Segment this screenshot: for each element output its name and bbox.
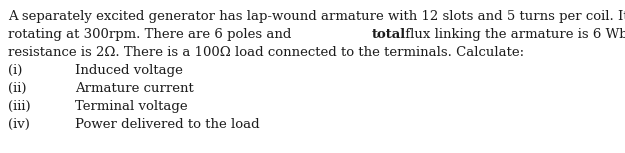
Text: Armature current: Armature current xyxy=(75,82,194,95)
Text: (iv): (iv) xyxy=(8,118,30,131)
Text: A separately excited generator has lap-wound armature with 12 slots and 5 turns : A separately excited generator has lap-w… xyxy=(8,10,625,23)
Text: flux linking the armature is 6 Wb. Armature: flux linking the armature is 6 Wb. Armat… xyxy=(401,28,625,41)
Text: (ii): (ii) xyxy=(8,82,26,95)
Text: Induced voltage: Induced voltage xyxy=(75,64,183,77)
Text: (i): (i) xyxy=(8,64,22,77)
Text: rotating at 300rpm. There are 6 poles and: rotating at 300rpm. There are 6 poles an… xyxy=(8,28,296,41)
Text: Power delivered to the load: Power delivered to the load xyxy=(75,118,259,131)
Text: total: total xyxy=(372,28,406,41)
Text: Terminal voltage: Terminal voltage xyxy=(75,100,188,113)
Text: resistance is 2Ω. There is a 100Ω load connected to the terminals. Calculate:: resistance is 2Ω. There is a 100Ω load c… xyxy=(8,46,524,59)
Text: (iii): (iii) xyxy=(8,100,31,113)
